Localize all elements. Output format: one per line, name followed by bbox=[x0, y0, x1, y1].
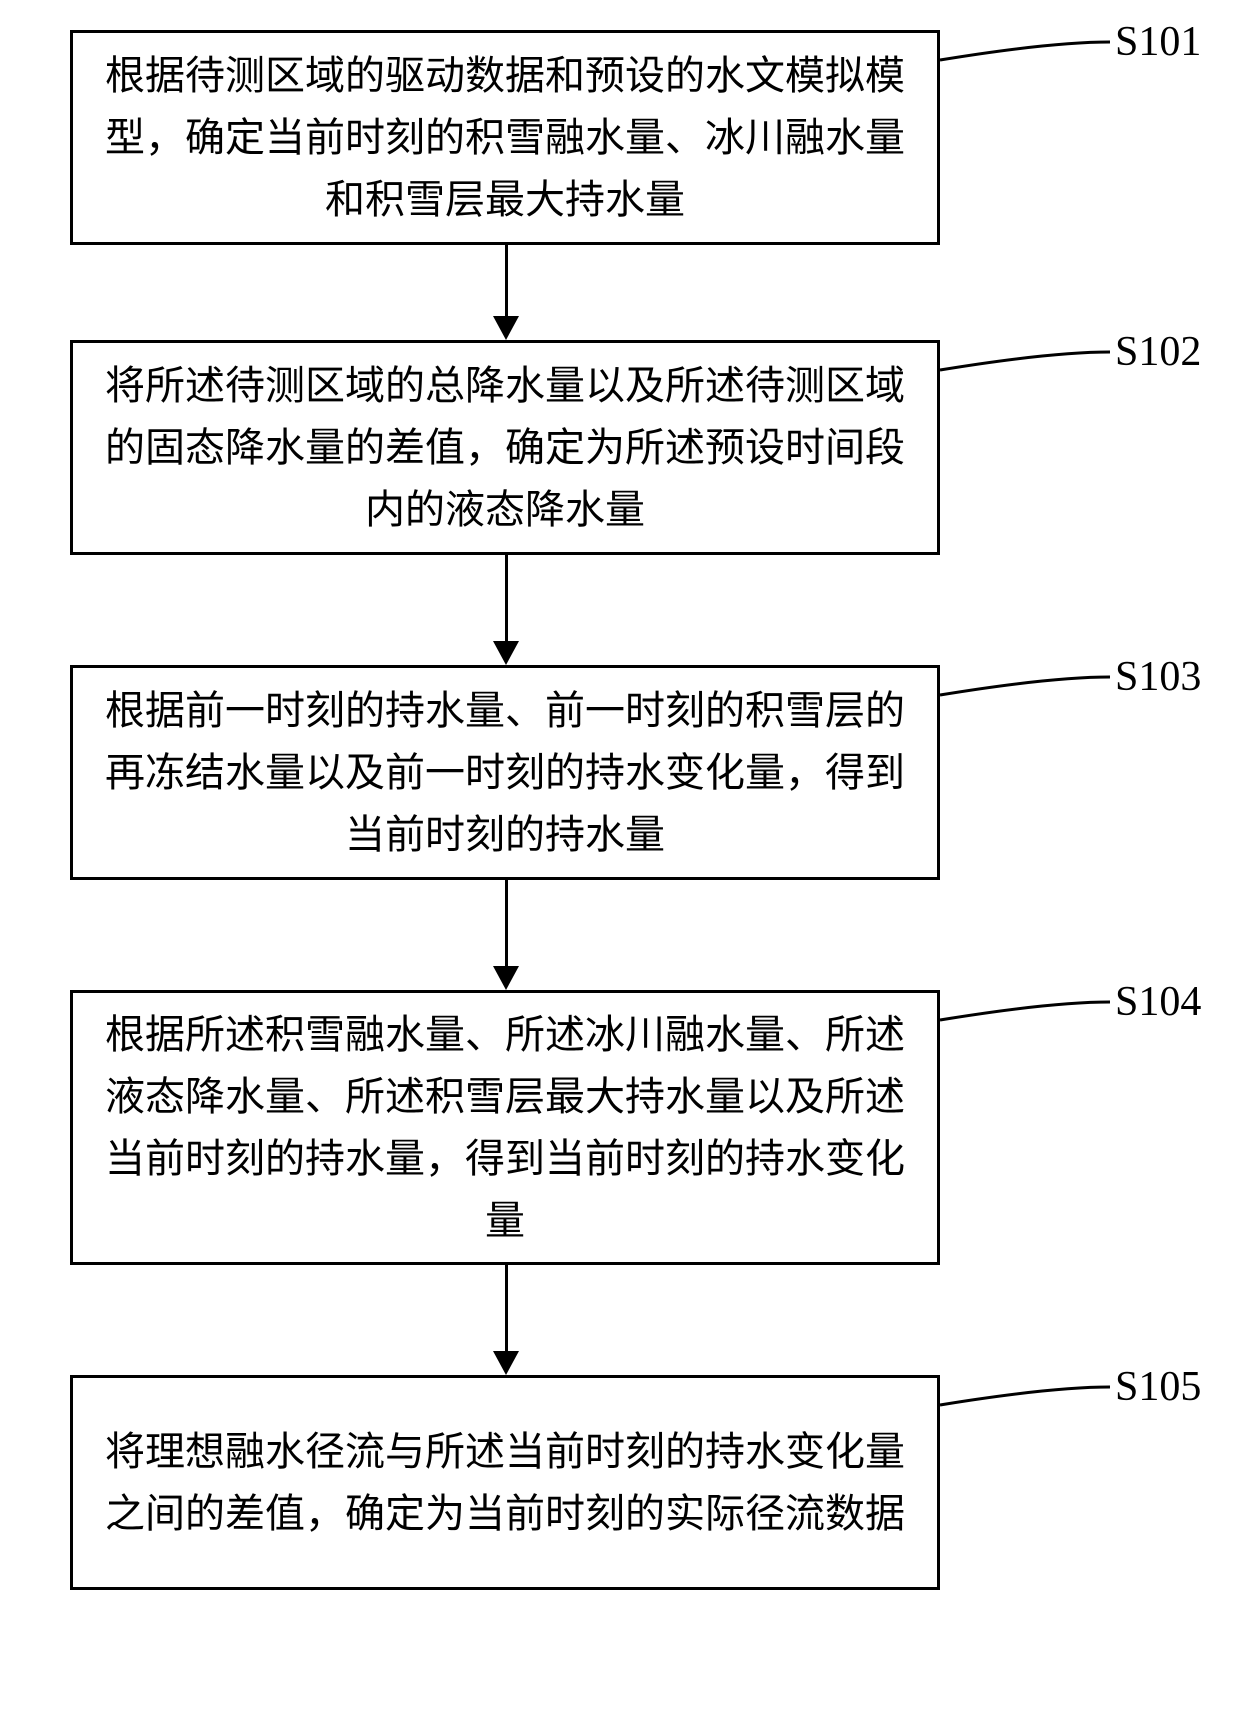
flowchart-canvas: 根据待测区域的驱动数据和预设的水文模拟模型，确定当前时刻的积雪融水量、冰川融水量… bbox=[0, 0, 1240, 1725]
step-label-s105: S105 bbox=[1115, 1363, 1201, 1411]
leader-line-s105 bbox=[0, 0, 1240, 1725]
